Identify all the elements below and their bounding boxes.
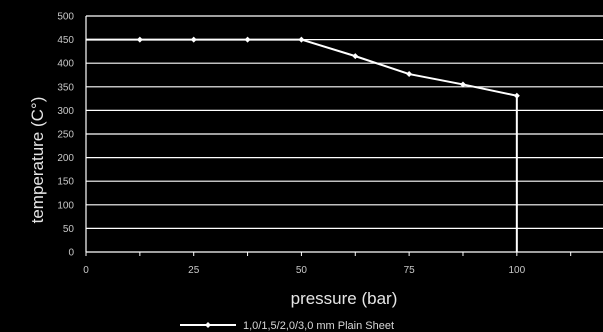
y-tick-label: 50 bbox=[63, 224, 75, 235]
data-point bbox=[244, 36, 251, 43]
data-point bbox=[190, 36, 197, 43]
data-point bbox=[352, 53, 359, 60]
y-tick-label: 250 bbox=[57, 130, 74, 141]
legend-label: 1,0/1,5/2,0/3,0 mm Plain Sheet bbox=[243, 320, 394, 332]
x-tick-labels: 0 25 50 75 100 bbox=[83, 265, 525, 276]
data-point bbox=[459, 81, 466, 88]
data-point bbox=[298, 36, 305, 43]
series-line bbox=[86, 38, 518, 252]
x-tick-label: 25 bbox=[188, 265, 200, 276]
legend: 1,0/1,5/2,0/3,0 mm Plain Sheet bbox=[180, 320, 394, 332]
y-tick-label: 500 bbox=[57, 12, 74, 23]
data-point bbox=[136, 36, 143, 43]
y-tick-labels: 0 50 100 150 200 250 300 350 400 450 500 bbox=[57, 12, 74, 259]
y-tick-label: 200 bbox=[57, 153, 74, 164]
y-tick-label: 350 bbox=[57, 82, 74, 93]
x-tick-label: 75 bbox=[404, 265, 416, 276]
y-tick-label: 0 bbox=[68, 248, 74, 259]
x-tick-label: 100 bbox=[508, 265, 525, 276]
grid-lines bbox=[86, 15, 603, 229]
legend-marker bbox=[205, 322, 211, 328]
y-tick-label: 450 bbox=[57, 35, 74, 46]
y-tick-label: 400 bbox=[57, 59, 74, 70]
x-axis-title: pressure (bar) bbox=[291, 289, 398, 308]
x-tick-label: 50 bbox=[296, 265, 308, 276]
y-tick-label: 150 bbox=[57, 177, 74, 188]
y-axis-title: temperature (C°) bbox=[28, 97, 47, 224]
data-point bbox=[513, 92, 520, 99]
y-tick-label: 100 bbox=[57, 200, 74, 211]
series-layer bbox=[86, 36, 520, 252]
data-point bbox=[406, 71, 413, 78]
y-tick-label: 300 bbox=[57, 106, 74, 117]
x-tick-label: 0 bbox=[83, 265, 89, 276]
